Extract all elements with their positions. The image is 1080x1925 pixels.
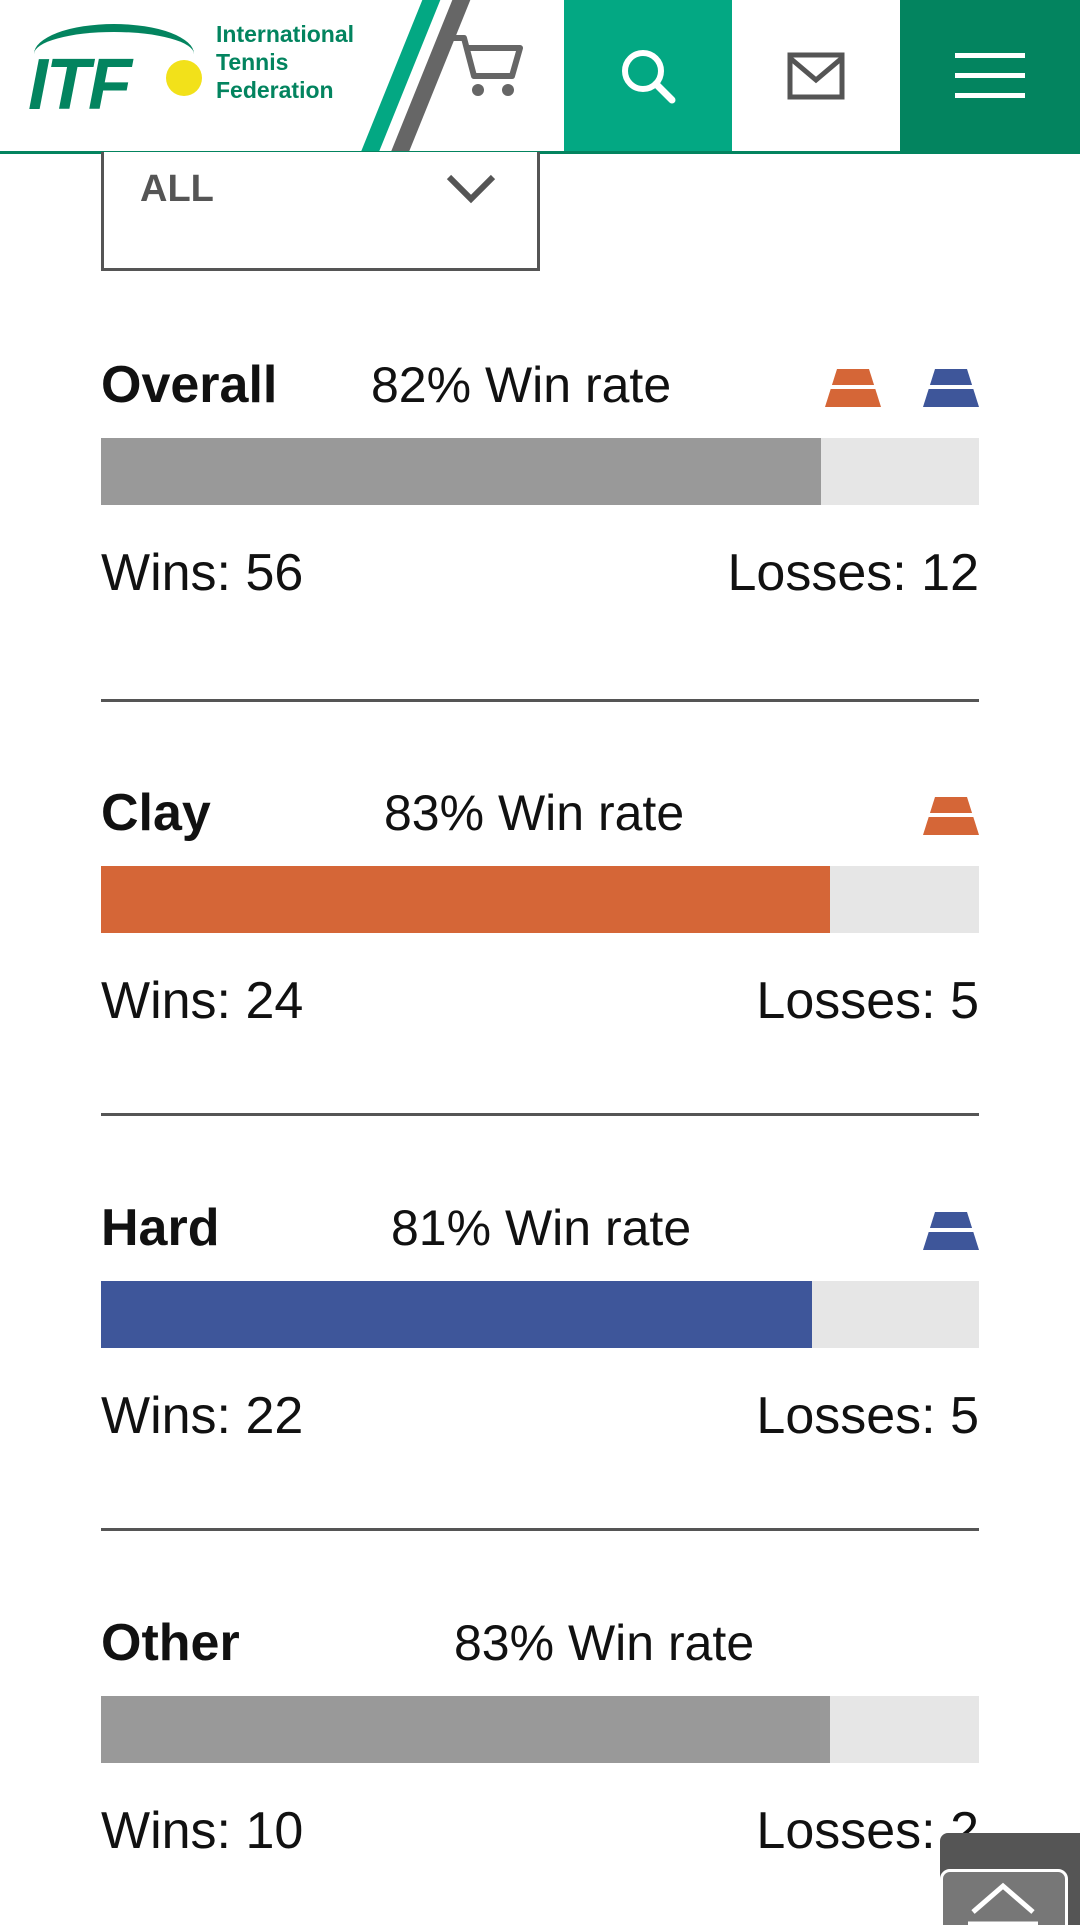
hamburger-menu-icon <box>955 52 1025 98</box>
logo-wordmark: International Tennis Federation <box>216 20 354 104</box>
logo-line-3: Federation <box>216 77 334 103</box>
shopping-cart-icon <box>449 35 523 96</box>
stat-footer: Wins: 56 Losses: 12 <box>101 533 979 613</box>
stat-block-hard: Hard 81% Win rate Wins: 22 Losses: 5 <box>101 1188 979 1456</box>
win-rate-bar-fill <box>101 1696 830 1763</box>
court-surface-icons <box>825 367 979 409</box>
tennis-ball-icon <box>166 60 202 96</box>
hard-court-icon <box>923 1212 979 1250</box>
stat-footer: Wins: 24 Losses: 5 <box>101 961 979 1041</box>
court-surface-icons <box>923 795 979 837</box>
win-rate-bar <box>101 1281 979 1348</box>
stat-footer: Wins: 10 Losses: 2 <box>101 1791 979 1871</box>
wins-count: Wins: 24 <box>101 972 304 1030</box>
logo-mark: ITF <box>28 45 132 125</box>
stat-header: Other 83% Win rate <box>101 1603 979 1683</box>
stat-title: Hard <box>101 1199 220 1257</box>
logo-line-1: International <box>216 21 355 47</box>
search-icon <box>622 49 676 103</box>
court-surface-icons <box>923 1210 979 1252</box>
win-rate-bar-fill <box>101 866 830 933</box>
chevron-down-icon <box>446 174 496 204</box>
win-rate-bar <box>101 438 979 505</box>
stat-header: Clay 83% Win rate <box>101 773 979 853</box>
clay-court-icon <box>923 797 979 835</box>
shop-link[interactable] <box>360 0 564 151</box>
win-rate-text: 83% Win rate <box>454 1615 755 1671</box>
losses-count: Losses: 12 <box>727 544 980 602</box>
stat-footer: Wins: 22 Losses: 5 <box>101 1376 979 1456</box>
menu-button[interactable] <box>900 0 1080 151</box>
back-to-top-frame <box>940 1869 1068 1925</box>
wins-count: Wins: 56 <box>101 544 304 602</box>
win-rate-bar-fill <box>101 1281 813 1348</box>
mail-icon <box>787 52 845 99</box>
section-divider <box>101 1528 979 1531</box>
section-divider <box>101 699 979 702</box>
chevron-up-icon <box>968 1882 1038 1925</box>
search-button[interactable] <box>564 0 732 151</box>
win-rate-bar <box>101 866 979 933</box>
itf-logo[interactable]: ITF International Tennis Federation <box>28 20 378 130</box>
stat-title: Clay <box>101 784 211 842</box>
logo-line-2: Tennis <box>216 49 289 75</box>
win-rate-bar <box>101 1696 979 1763</box>
stat-title: Other <box>101 1614 240 1672</box>
logo-arc <box>34 24 194 84</box>
losses-count: Losses: 5 <box>756 1387 979 1445</box>
filter-selected-value: ALL <box>140 168 214 210</box>
win-rate-bar-fill <box>101 438 821 505</box>
wins-count: Wins: 10 <box>101 1802 304 1860</box>
stat-block-overall: Overall 82% Win rate Wins: 56 Losses: 12 <box>101 345 979 613</box>
win-rate-text: 82% Win rate <box>371 357 672 413</box>
hard-court-icon <box>923 369 979 407</box>
stat-header: Overall 82% Win rate <box>101 345 979 425</box>
section-divider <box>101 1113 979 1116</box>
clay-court-icon <box>825 369 881 407</box>
stat-block-clay: Clay 83% Win rate Wins: 24 Losses: 5 <box>101 773 979 1041</box>
stat-header: Hard 81% Win rate <box>101 1188 979 1268</box>
surface-filter-select[interactable]: ALL <box>101 152 540 271</box>
stat-block-other: Other 83% Win rate Wins: 10 Losses: 2 <box>101 1603 979 1871</box>
wins-count: Wins: 22 <box>101 1387 304 1445</box>
contact-button[interactable] <box>732 0 900 151</box>
back-to-top-button[interactable] <box>940 1833 1080 1925</box>
losses-count: Losses: 5 <box>756 972 979 1030</box>
win-rate-text: 83% Win rate <box>384 785 685 841</box>
win-rate-text: 81% Win rate <box>391 1200 692 1256</box>
stat-title: Overall <box>101 356 278 414</box>
site-header: ITF International Tennis Federation <box>0 0 1080 154</box>
